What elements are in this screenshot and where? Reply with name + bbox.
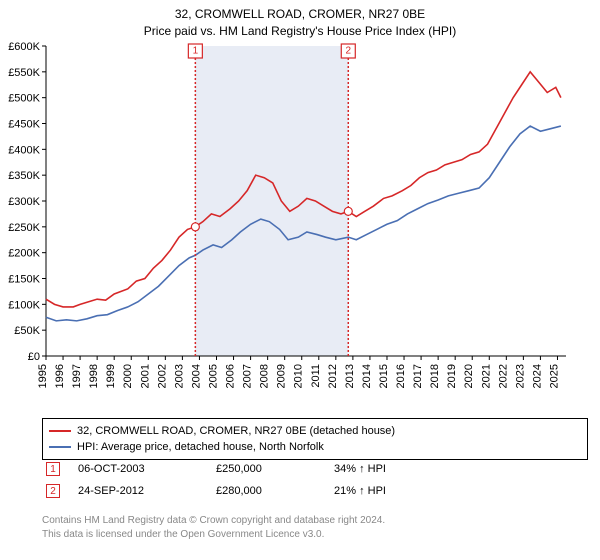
legend-label: HPI: Average price, detached house, Nort… bbox=[77, 441, 324, 453]
y-tick-label: £600K bbox=[8, 41, 40, 53]
y-tick-label: £200K bbox=[8, 248, 40, 260]
y-tick-label: £0 bbox=[28, 351, 40, 363]
y-tick-label: £350K bbox=[8, 170, 40, 182]
footer-line-2: This data is licensed under the Open Gov… bbox=[42, 528, 588, 542]
y-tick-label: £500K bbox=[8, 93, 40, 105]
x-tick-label: 2001 bbox=[139, 364, 151, 388]
sale-price: £250,000 bbox=[216, 463, 316, 475]
x-tick-label: 2009 bbox=[276, 364, 288, 388]
sale-row: 2 24-SEP-2012 £280,000 21% ↑ HPI bbox=[42, 480, 588, 502]
footer-line-1: Contains HM Land Registry data © Crown c… bbox=[42, 514, 588, 528]
legend-row: 32, CROMWELL ROAD, CROMER, NR27 0BE (det… bbox=[49, 423, 581, 439]
x-tick-label: 1998 bbox=[88, 364, 100, 388]
sale-date: 24-SEP-2012 bbox=[78, 485, 198, 497]
x-tick-label: 2023 bbox=[514, 364, 526, 388]
sale-marker-num-2: 2 bbox=[346, 46, 352, 57]
x-tick-label: 2025 bbox=[548, 364, 560, 388]
x-tick-label: 2015 bbox=[378, 364, 390, 388]
legend-row: HPI: Average price, detached house, Nort… bbox=[49, 439, 581, 455]
y-tick-label: £400K bbox=[8, 144, 40, 156]
sale-marker-icon: 1 bbox=[46, 462, 60, 476]
attribution-footer: Contains HM Land Registry data © Crown c… bbox=[42, 514, 588, 541]
chart-svg: £0£50K£100K£150K£200K£250K£300K£350K£400… bbox=[42, 46, 588, 386]
sale-marker-dot-1 bbox=[191, 223, 199, 231]
x-tick-label: 2016 bbox=[395, 364, 407, 388]
y-tick-label: £100K bbox=[8, 299, 40, 311]
x-tick-label: 2005 bbox=[207, 364, 219, 388]
price-chart: £0£50K£100K£150K£200K£250K£300K£350K£400… bbox=[42, 46, 588, 386]
chart-legend: 32, CROMWELL ROAD, CROMER, NR27 0BE (det… bbox=[42, 418, 588, 460]
sale-marker-icon: 2 bbox=[46, 484, 60, 498]
x-tick-label: 2014 bbox=[361, 364, 373, 388]
x-tick-label: 2002 bbox=[156, 364, 168, 388]
sale-delta: 34% ↑ HPI bbox=[334, 463, 386, 475]
y-tick-label: £300K bbox=[8, 196, 40, 208]
x-tick-label: 2024 bbox=[531, 364, 543, 388]
sale-marker-num-1: 1 bbox=[193, 46, 199, 57]
y-tick-label: £550K bbox=[8, 67, 40, 79]
x-tick-label: 2007 bbox=[242, 364, 254, 388]
x-tick-label: 2018 bbox=[429, 364, 441, 388]
legend-label: 32, CROMWELL ROAD, CROMER, NR27 0BE (det… bbox=[77, 425, 395, 437]
title-address: 32, CROMWELL ROAD, CROMER, NR27 0BE bbox=[0, 6, 600, 23]
legend-swatch bbox=[49, 430, 71, 432]
x-tick-label: 1995 bbox=[37, 364, 49, 388]
x-tick-label: 2022 bbox=[497, 364, 509, 388]
y-tick-label: £150K bbox=[8, 274, 40, 286]
x-tick-label: 2004 bbox=[190, 364, 202, 388]
sale-delta: 21% ↑ HPI bbox=[334, 485, 386, 497]
y-tick-label: £250K bbox=[8, 222, 40, 234]
x-tick-label: 2006 bbox=[225, 364, 237, 388]
x-tick-label: 2012 bbox=[327, 364, 339, 388]
x-tick-label: 1996 bbox=[54, 364, 66, 388]
x-tick-label: 2020 bbox=[463, 364, 475, 388]
y-tick-label: £50K bbox=[14, 325, 40, 337]
x-tick-label: 2000 bbox=[122, 364, 134, 388]
chart-header: 32, CROMWELL ROAD, CROMER, NR27 0BE Pric… bbox=[0, 0, 600, 40]
x-tick-label: 2011 bbox=[310, 364, 322, 388]
legend-swatch bbox=[49, 446, 71, 448]
x-tick-label: 2017 bbox=[412, 364, 424, 388]
sale-marker-dot-2 bbox=[344, 207, 352, 215]
x-tick-label: 2008 bbox=[259, 364, 271, 388]
title-subtitle: Price paid vs. HM Land Registry's House … bbox=[0, 23, 600, 40]
x-tick-label: 1999 bbox=[105, 364, 117, 388]
y-tick-label: £450K bbox=[8, 119, 40, 131]
x-tick-label: 2019 bbox=[446, 364, 458, 388]
x-tick-label: 2003 bbox=[173, 364, 185, 388]
sale-price: £280,000 bbox=[216, 485, 316, 497]
x-tick-label: 1997 bbox=[71, 364, 83, 388]
sales-list: 1 06-OCT-2003 £250,000 34% ↑ HPI 2 24-SEP-201… bbox=[42, 458, 588, 502]
sale-date: 06-OCT-2003 bbox=[78, 463, 198, 475]
x-tick-label: 2010 bbox=[293, 364, 305, 388]
x-tick-label: 2021 bbox=[480, 364, 492, 388]
sale-row: 1 06-OCT-2003 £250,000 34% ↑ HPI bbox=[42, 458, 588, 480]
shade-band bbox=[195, 46, 348, 356]
x-tick-label: 2013 bbox=[344, 364, 356, 388]
